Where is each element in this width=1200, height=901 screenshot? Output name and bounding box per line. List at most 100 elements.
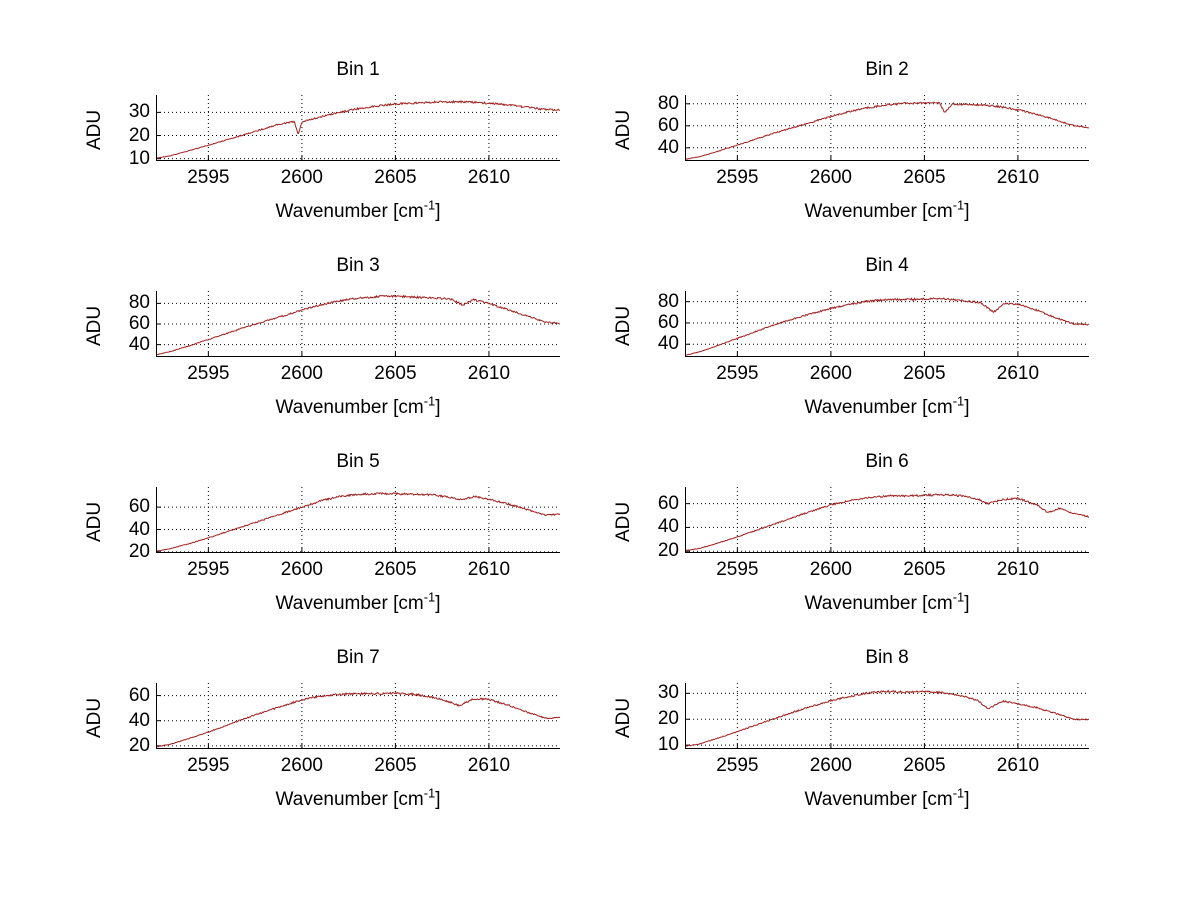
- y-tick-label: 80: [657, 290, 679, 312]
- y-axis-label: ADU: [84, 697, 105, 738]
- x-axis-label-prefix: Wavenumber [cm: [275, 593, 424, 614]
- x-axis-label-exponent: -1: [952, 197, 965, 213]
- x-axis-label-prefix: Wavenumber [cm: [275, 201, 424, 222]
- x-axis-label: Wavenumber [cm-1]: [685, 393, 1089, 419]
- plot-svg: [156, 291, 560, 357]
- x-tick-label: 2610: [467, 755, 511, 776]
- x-axis-label-prefix: Wavenumber [cm: [804, 593, 953, 614]
- y-tick-label: 60: [128, 313, 150, 334]
- subplot-bin-7: Bin 7 ADU 20 40 60 2595 2600 2605 2610 Wavenumber…: [80, 641, 560, 829]
- x-axis-label-prefix: Wavenumber [cm: [804, 789, 953, 810]
- spectrum-line: [156, 492, 560, 552]
- y-tick-label: 20: [128, 734, 150, 756]
- x-axis-label: Wavenumber [cm-1]: [156, 197, 560, 223]
- y-tick-label: 40: [128, 709, 150, 731]
- x-tick-label: 2595: [716, 755, 759, 776]
- x-axis-label: Wavenumber [cm-1]: [685, 589, 1089, 615]
- x-tick-label: 2605: [903, 167, 946, 188]
- y-tick-label: 20: [657, 540, 679, 562]
- x-axis-label-exponent: -1: [952, 785, 965, 801]
- plot-area: [156, 487, 560, 553]
- x-tick-label: 2595: [716, 167, 759, 188]
- spectrum-line: [156, 99, 560, 159]
- spectrum-line: [156, 691, 560, 748]
- x-tick-label: 2610: [996, 363, 1040, 384]
- spectrum-line: [156, 294, 560, 356]
- subplot-bin-2: Bin 2 ADU 40 60 80 2595 2600 2605 2610 Wavenumber…: [609, 53, 1089, 241]
- y-tick-label: 20: [657, 708, 679, 730]
- y-tick-label: 20: [128, 124, 150, 146]
- x-axis-label-prefix: Wavenumber [cm: [275, 397, 424, 418]
- x-tick-label: 2605: [374, 167, 417, 188]
- subplot-title: Bin 7: [336, 647, 380, 668]
- plot-svg: [685, 487, 1089, 553]
- y-tick-label: 40: [128, 518, 150, 540]
- x-axis-label-exponent: -1: [423, 197, 436, 213]
- subplot-title: Bin 8: [865, 647, 909, 668]
- y-tick-label: 30: [657, 682, 679, 704]
- x-tick-label: 2600: [809, 363, 853, 384]
- x-tick-label: 2610: [996, 559, 1040, 580]
- x-tick-label: 2595: [187, 363, 230, 384]
- x-axis-label-exponent: -1: [952, 589, 965, 605]
- plot-area: [685, 487, 1089, 553]
- y-axis-label: ADU: [84, 109, 105, 150]
- x-tick-label: 2595: [716, 559, 759, 580]
- subplot-title: Bin 4: [865, 255, 909, 276]
- x-axis-label-prefix: Wavenumber [cm: [275, 789, 424, 810]
- x-tick-label: 2610: [467, 363, 511, 384]
- y-tick-label: 80: [128, 292, 150, 314]
- y-tick-label: 60: [657, 492, 679, 514]
- x-tick-label: 2600: [809, 167, 853, 188]
- x-axis-label-exponent: -1: [952, 393, 965, 409]
- y-tick-label: 60: [657, 311, 679, 333]
- x-axis-label-suffix: ]: [435, 201, 441, 222]
- plot-svg: [685, 291, 1089, 357]
- subplot-title: Bin 2: [865, 59, 909, 80]
- x-tick-label: 2595: [187, 559, 230, 580]
- x-axis-label: Wavenumber [cm-1]: [156, 589, 560, 615]
- y-axis-label: ADU: [613, 697, 634, 738]
- plot-area: [156, 95, 560, 161]
- x-axis-label-suffix: ]: [964, 397, 970, 418]
- plot-svg: [685, 95, 1089, 161]
- x-axis-label-prefix: Wavenumber [cm: [804, 397, 953, 418]
- x-axis-label: Wavenumber [cm-1]: [685, 785, 1089, 811]
- x-axis-label: Wavenumber [cm-1]: [685, 197, 1089, 223]
- subplot-title: Bin 5: [336, 451, 380, 472]
- subplot-title: Bin 1: [336, 59, 380, 80]
- plot-svg: [156, 487, 560, 553]
- spectrum-line: [685, 101, 1089, 160]
- y-axis-label: ADU: [613, 501, 634, 542]
- plot-area: [156, 683, 560, 749]
- x-axis-label-suffix: ]: [435, 593, 441, 614]
- x-tick-label: 2605: [374, 755, 417, 776]
- x-axis-label-exponent: -1: [423, 589, 436, 605]
- y-tick-label: 40: [657, 136, 679, 158]
- y-axis-label: ADU: [84, 501, 105, 542]
- x-tick-label: 2595: [187, 755, 230, 776]
- y-tick-label: 10: [128, 147, 150, 169]
- x-tick-label: 2600: [809, 755, 853, 776]
- y-tick-label: 40: [657, 333, 679, 355]
- x-axis-label-exponent: -1: [423, 393, 436, 409]
- x-tick-label: 2605: [374, 559, 417, 580]
- x-tick-label: 2610: [996, 167, 1040, 188]
- y-tick-label: 20: [128, 540, 150, 562]
- subplot-title: Bin 6: [865, 451, 909, 472]
- plot-area: [685, 291, 1089, 357]
- y-tick-label: 60: [128, 684, 150, 706]
- subplot-bin-4: Bin 4 ADU 40 60 80 2595 2600 2605 2610 Wavenumber…: [609, 249, 1089, 437]
- x-axis-label: Wavenumber [cm-1]: [156, 393, 560, 419]
- x-tick-label: 2595: [716, 363, 759, 384]
- x-axis-label-exponent: -1: [423, 785, 436, 801]
- plot-area: [685, 683, 1089, 749]
- x-tick-label: 2605: [903, 363, 946, 384]
- y-axis-label: ADU: [613, 109, 634, 150]
- y-tick-label: 40: [128, 333, 150, 355]
- plot-svg: [156, 683, 560, 749]
- subplot-bin-6: Bin 6 ADU 20 40 60 2595 2600 2605 2610 Wavenumber…: [609, 445, 1089, 633]
- x-axis-label-suffix: ]: [435, 789, 441, 810]
- y-tick-label: 60: [128, 496, 150, 518]
